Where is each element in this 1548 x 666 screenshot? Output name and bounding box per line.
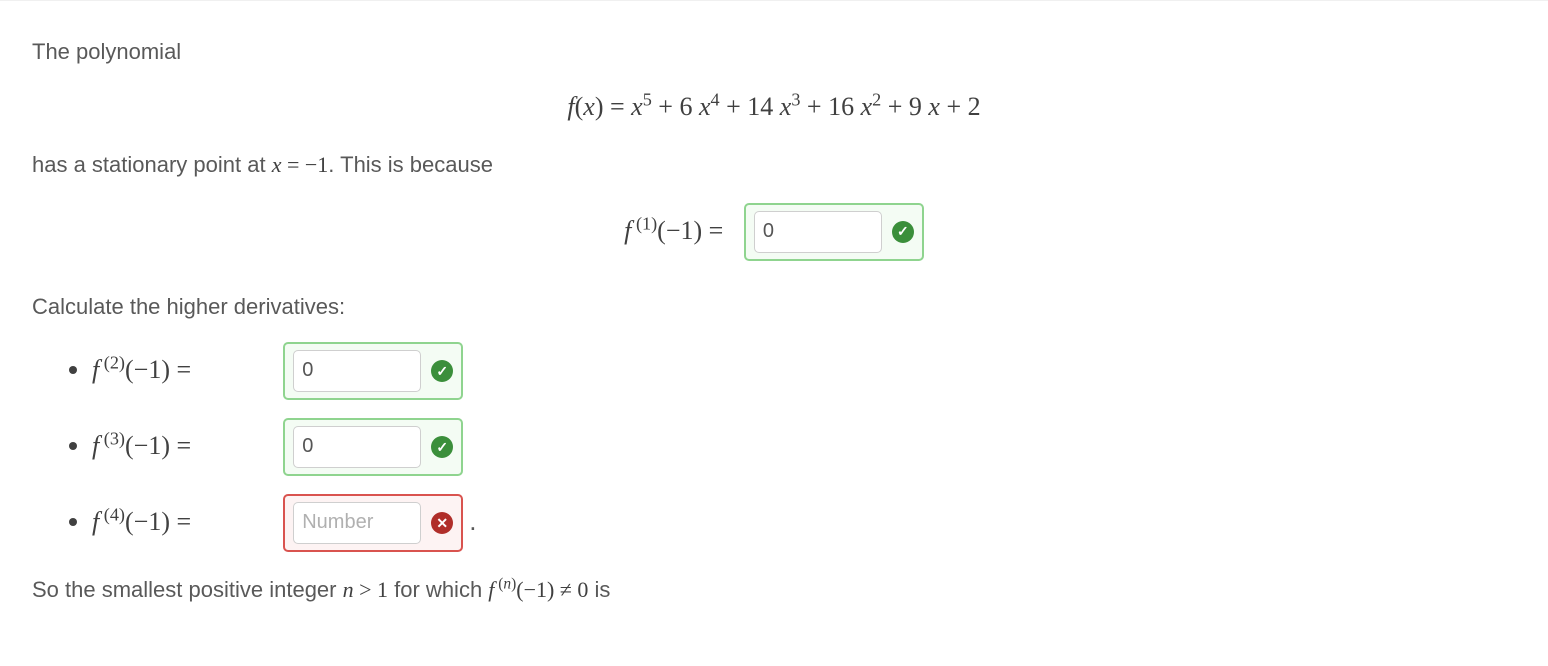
intro-line: The polynomial xyxy=(32,34,1516,69)
derivative-item-3: f (3)(−1) = ✓ xyxy=(92,418,1516,476)
f3-answer-wrap: ✓ xyxy=(283,418,463,476)
calc-heading: Calculate the higher derivatives: xyxy=(32,289,1516,324)
f1-answer-input[interactable] xyxy=(754,211,882,253)
f1-line: f (1)(−1) = ✓ xyxy=(32,203,1516,261)
f2-answer-wrap: ✓ xyxy=(283,342,463,400)
stationary-line: has a stationary point at x = −1. This i… xyxy=(32,147,1516,182)
page-top-divider xyxy=(0,0,1548,2)
f4-answer-input[interactable] xyxy=(293,502,421,544)
f1-answer-wrap: ✓ xyxy=(744,203,924,261)
derivative-list: f (2)(−1) = ✓ f (3)(−1) = ✓ f (4)(−1) = … xyxy=(32,342,1516,552)
check-icon: ✓ xyxy=(431,360,453,382)
f4-answer-wrap: ✕ xyxy=(283,494,463,552)
check-icon: ✓ xyxy=(431,436,453,458)
derivative-item-4: f (4)(−1) = ✕ . xyxy=(92,494,1516,552)
f2-answer-input[interactable] xyxy=(293,350,421,392)
f3-answer-input[interactable] xyxy=(293,426,421,468)
polynomial-equation: f(x) = x5 + 6 x4 + 14 x3 + 16 x2 + 9 x +… xyxy=(32,85,1516,127)
cross-icon: ✕ xyxy=(431,512,453,534)
trailing-period: . xyxy=(469,506,476,536)
question-body: The polynomial f(x) = x5 + 6 x4 + 14 x3 … xyxy=(0,6,1548,617)
conclusion-line: So the smallest positive integer n > 1 f… xyxy=(32,572,1516,607)
derivative-item-2: f (2)(−1) = ✓ xyxy=(92,342,1516,400)
check-icon: ✓ xyxy=(892,221,914,243)
